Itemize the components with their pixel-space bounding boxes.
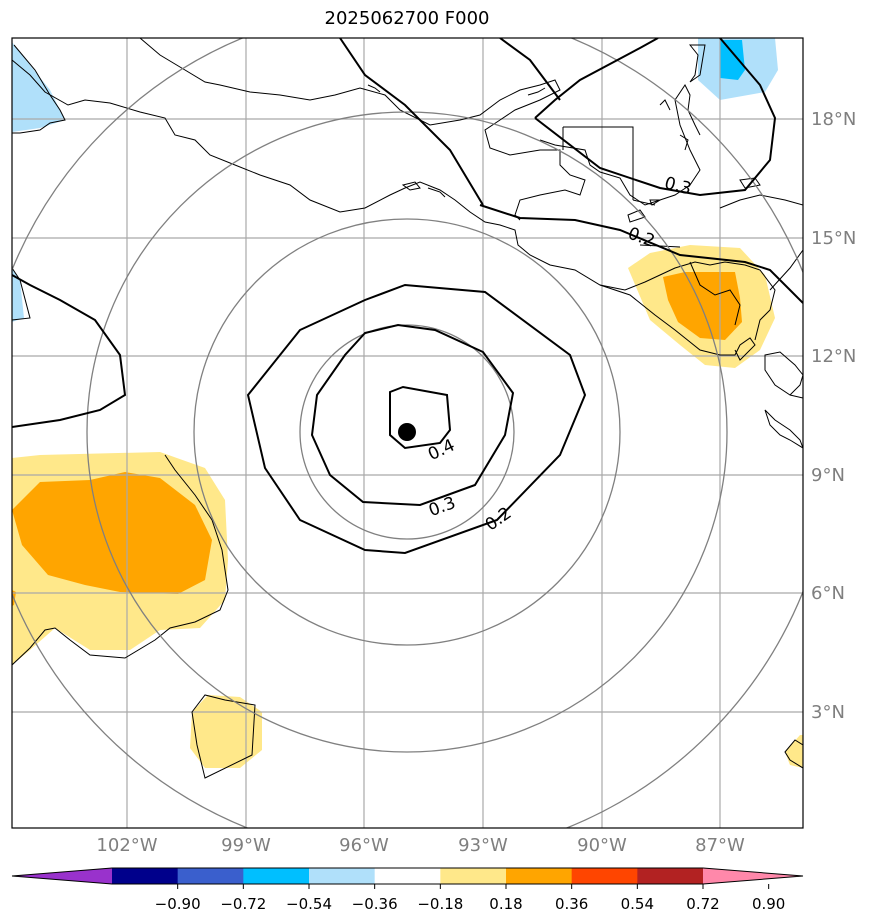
shaded-field — [12, 38, 803, 768]
colorbar-swatch — [309, 868, 376, 884]
contour-lines — [12, 38, 803, 555]
contour-label: 0.3 — [426, 493, 458, 521]
lon-label: 90°W — [577, 835, 627, 856]
coastlines — [12, 38, 803, 779]
latitude-labels: 18°N 15°N 12°N 9°N 6°N 3°N — [811, 109, 856, 723]
lon-label: 99°W — [221, 835, 271, 856]
contour-west — [12, 274, 127, 428]
lat-label: 3°N — [811, 702, 845, 723]
colorbar-outline — [11, 867, 804, 885]
lat-label: 15°N — [811, 228, 856, 249]
colorbar-swatch — [243, 868, 310, 884]
map-title: 2025062700 F000 — [324, 8, 490, 29]
fill-region-w-blue — [12, 268, 24, 322]
contour-0.4 — [389, 385, 452, 450]
contour-0.3-ne — [534, 38, 777, 197]
colorbar-tick-label: 0.36 — [555, 895, 588, 913]
contour-0.2-inner — [246, 283, 587, 555]
colorbar-swatch — [374, 868, 441, 884]
colorbar-tick-label: 0.54 — [621, 895, 654, 913]
colorbar-tick-label: −0.54 — [286, 895, 332, 913]
colorbar-tick-label: −0.18 — [417, 895, 463, 913]
range-rings — [12, 38, 803, 828]
colorbar-swatch — [177, 868, 244, 884]
contour-label: 0.2 — [482, 503, 516, 535]
fill-region-east-orange — [663, 272, 742, 340]
colorbar-extend-high — [703, 868, 803, 884]
contour-label: 0.3 — [662, 173, 693, 199]
contour-n — [339, 38, 484, 206]
contour-ne-top — [534, 38, 659, 119]
contour-n2 — [499, 38, 561, 101]
fill-region-east-edge-yellow — [785, 735, 803, 768]
fill-region-west-orange — [12, 472, 212, 594]
fill-region-south-yellow — [190, 695, 262, 768]
colorbar-swatch — [506, 868, 573, 884]
colorbar-tick-label: 0.18 — [489, 895, 522, 913]
colorbar-tick-label: 0.90 — [752, 895, 785, 913]
colorbar-swatch — [571, 868, 638, 884]
lon-label: 93°W — [458, 835, 508, 856]
graticule — [12, 38, 803, 828]
colorbar-tick-label: 0.72 — [686, 895, 719, 913]
colorbar-tick-label: −0.36 — [352, 895, 398, 913]
fill-region-nw-blue — [12, 42, 65, 132]
colorbar-swatch — [112, 868, 179, 884]
colorbar-tick-label: −0.90 — [155, 895, 201, 913]
fill-region-ne-deepblue — [720, 40, 745, 80]
contour-0.2-ne — [479, 204, 803, 304]
lon-label: 102°W — [96, 835, 157, 856]
colorbar-swatch — [637, 868, 704, 884]
map-frame — [11, 37, 804, 829]
lat-label: 18°N — [811, 109, 856, 130]
lon-label: 87°W — [695, 835, 745, 856]
longitude-labels: 102°W 99°W 96°W 93°W 90°W 87°W — [96, 835, 745, 856]
lat-label: 12°N — [811, 346, 856, 367]
colorbar-extend-low — [12, 868, 112, 884]
contour-label: 0.4 — [425, 435, 458, 465]
colorbar: −0.90 −0.72 −0.54 −0.36 −0.18 0.18 0.36 0.54 0.7… — [11, 867, 804, 913]
storm-center-marker — [398, 423, 416, 441]
colorbar-tick-label: −0.72 — [220, 895, 266, 913]
lat-label: 6°N — [811, 583, 845, 604]
lat-label: 9°N — [811, 465, 845, 486]
contour-0.3-inner — [310, 323, 515, 507]
lon-label: 96°W — [339, 835, 389, 856]
colorbar-swatch — [440, 868, 507, 884]
map-area: 0.4 0.3 0.2 0.3 0.2 — [12, 38, 803, 828]
